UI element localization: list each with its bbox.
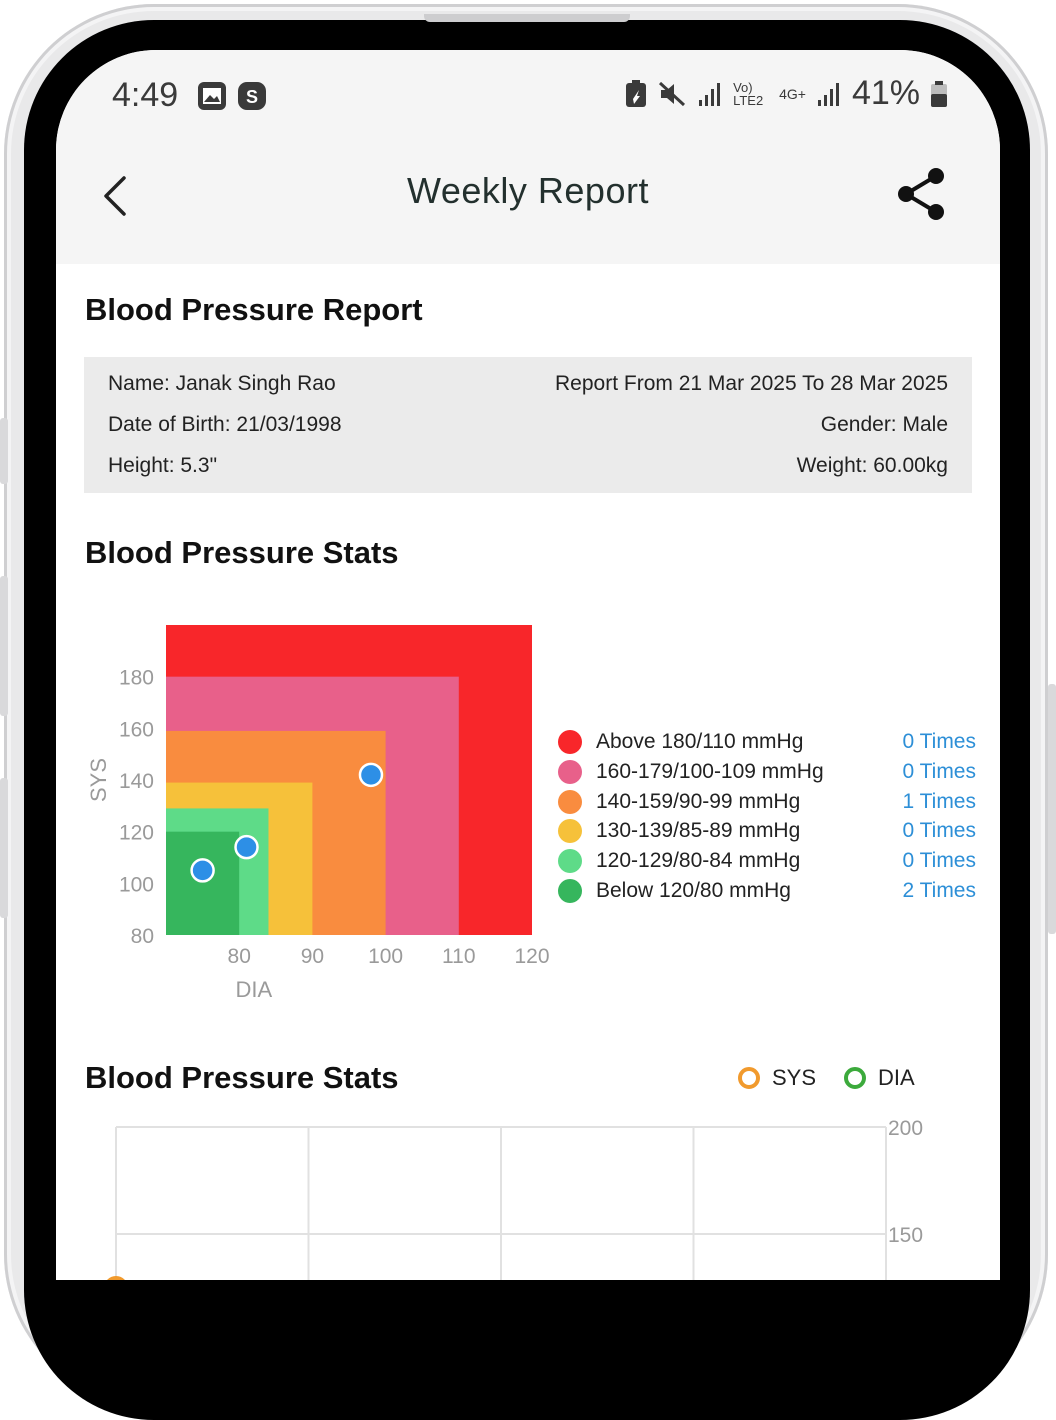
phone-screen: 4:49 S Vo) LTE2 4G+ 41% Weekly Report Bl… xyxy=(56,50,1000,1280)
stats-heading-2: Blood Pressure Stats xyxy=(85,1060,399,1095)
battery-saver-icon xyxy=(626,79,647,107)
x-tick-label: 90 xyxy=(301,945,324,968)
sys-ring-icon xyxy=(738,1067,760,1089)
status-time: 4:49 xyxy=(112,76,179,114)
volume-button xyxy=(0,778,8,918)
battery-icon xyxy=(931,80,947,107)
legend-label: 120-129/80-84 mmHg xyxy=(596,849,801,873)
y-tick-label: 120 xyxy=(119,822,154,845)
power-button xyxy=(1048,684,1056,934)
legend-color-dot xyxy=(558,730,582,754)
report-heading: Blood Pressure Report xyxy=(85,292,423,327)
legend-label: Above 180/110 mmHg xyxy=(596,730,804,753)
network-label: Vo) LTE2 xyxy=(733,79,764,108)
legend-item: Below 120/80 mmHg 2 Times xyxy=(558,877,976,905)
patient-info-box: Name: Janak Singh Rao Report From 21 Mar… xyxy=(84,357,972,493)
y-axis-label: SYS xyxy=(86,758,111,802)
legend-color-dot xyxy=(558,789,582,814)
x-tick-label: 120 xyxy=(514,945,549,968)
x-tick-label: 100 xyxy=(368,945,403,968)
status-bar: 4:49 S Vo) LTE2 4G+ 41% xyxy=(56,50,1000,140)
signal-icon xyxy=(817,82,839,106)
back-button[interactable] xyxy=(96,170,144,222)
dia-ring-icon xyxy=(844,1067,866,1089)
patient-gender: Gender: Male xyxy=(820,413,948,436)
legend-item: 140-159/90-99 mmHg 1 Times xyxy=(558,788,976,816)
patient-height: Height: 5.3" xyxy=(108,454,218,477)
x-tick-label: 110 xyxy=(442,945,475,968)
volume-button xyxy=(0,576,8,716)
legend-count: 0 Times xyxy=(902,819,976,843)
share-icon xyxy=(898,168,944,220)
share-button[interactable] xyxy=(896,166,948,222)
mute-icon xyxy=(659,81,686,106)
legend-label: 130-139/85-89 mmHg xyxy=(596,819,801,843)
legend-label: 140-159/90-99 mmHg xyxy=(596,789,801,813)
legend-item: 120-129/80-84 mmHg 0 Times xyxy=(558,847,976,875)
bp-reading-point xyxy=(190,858,215,883)
network-gen-label: 4G+ xyxy=(779,85,806,102)
bp-line-chart: 200 150 xyxy=(107,1117,923,1280)
signal-icon xyxy=(699,82,721,106)
dia-legend-label: DIA xyxy=(878,1065,915,1090)
report-range: Report From 21 Mar 2025 To 28 Mar 2025 xyxy=(555,372,948,395)
page-title: Weekly Report xyxy=(407,170,649,211)
patient-name: Name: Janak Singh Rao xyxy=(108,372,336,395)
y-tick-label: 180 xyxy=(119,667,154,690)
patient-dob: Date of Birth: 21/03/1998 xyxy=(108,413,342,436)
legend-count: 1 Times xyxy=(902,789,976,813)
sys-series-point xyxy=(107,1276,125,1280)
legend-item: 130-139/85-89 mmHg 0 Times xyxy=(558,817,976,845)
legend-count: 0 Times xyxy=(902,759,976,783)
legend-count: 0 Times xyxy=(902,730,976,753)
x-axis-label: DIA xyxy=(235,977,272,1002)
app-bar: Weekly Report xyxy=(56,140,1000,264)
y-tick-label: 200 xyxy=(888,1117,923,1140)
bp-zone-chart: 80 100 120 140 160 180 80 90 100 110 120 DIA SYS xyxy=(86,625,550,1002)
legend-color-dot xyxy=(558,759,582,784)
bp-reading-point xyxy=(358,762,384,788)
y-tick-label: 80 xyxy=(131,925,154,948)
volume-button xyxy=(0,418,8,484)
y-tick-label: 150 xyxy=(888,1224,923,1247)
dia-legend-item: DIA xyxy=(844,1065,915,1091)
y-tick-label: 160 xyxy=(119,718,154,741)
y-tick-label: 100 xyxy=(119,873,154,896)
info-row: Date of Birth: 21/03/1998 Gender: Male xyxy=(108,413,948,443)
legend-label: 160-179/100-109 mmHg xyxy=(596,759,824,783)
legend-item: Above 180/110 mmHg 0 Times xyxy=(558,728,976,756)
sys-legend-item: SYS xyxy=(738,1065,816,1091)
legend-color-dot xyxy=(558,819,582,844)
s-app-icon: S xyxy=(238,82,266,110)
legend-count: 2 Times xyxy=(902,879,976,902)
y-tick-label: 140 xyxy=(119,770,154,793)
x-tick-label: 80 xyxy=(228,945,251,968)
svg-text:S: S xyxy=(246,87,258,107)
status-right: Vo) LTE2 4G+ 41% xyxy=(625,74,948,113)
legend-item: 160-179/100-109 mmHg 0 Times xyxy=(558,758,976,786)
bp-zone xyxy=(166,831,240,935)
chevron-left-icon xyxy=(104,176,126,216)
sys-legend-label: SYS xyxy=(772,1065,817,1090)
battery-percent: 41% xyxy=(851,74,920,112)
stats-heading: Blood Pressure Stats xyxy=(85,535,399,570)
gallery-icon xyxy=(198,82,226,110)
phone-top-edge xyxy=(424,14,630,22)
legend-color-dot xyxy=(558,849,582,874)
legend-label: Below 120/80 mmHg xyxy=(596,879,791,902)
legend-color-dot xyxy=(558,879,582,903)
legend-count: 0 Times xyxy=(902,849,976,873)
info-row: Height: 5.3" Weight: 60.00kg xyxy=(108,454,948,484)
bp-reading-point xyxy=(234,834,259,860)
patient-weight: Weight: 60.00kg xyxy=(796,454,948,477)
info-row: Name: Janak Singh Rao Report From 21 Mar… xyxy=(108,372,948,402)
